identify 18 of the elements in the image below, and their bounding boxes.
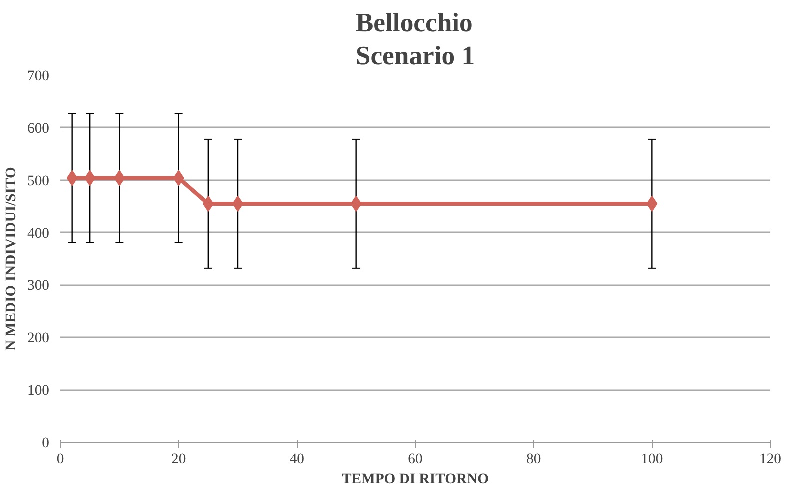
y-tick-label: 0 xyxy=(42,436,50,452)
x-axis-title: TEMPO DI RITORNO xyxy=(342,472,490,488)
x-tick-label: 100 xyxy=(641,452,664,468)
y-tick-label: 200 xyxy=(28,330,50,347)
x-tick-label: 120 xyxy=(760,452,782,468)
y-tick-label: 300 xyxy=(28,278,50,294)
x-tick-label: 40 xyxy=(290,452,304,468)
x-tick-label: 0 xyxy=(56,452,64,468)
chart-title: Bellocchio Scenario 1 xyxy=(356,8,476,70)
y-tick-label: 700 xyxy=(28,68,50,84)
x-tick-label: 20 xyxy=(172,452,186,468)
y-tick-label: 100 xyxy=(28,383,50,400)
x-tick-label: 60 xyxy=(408,452,423,468)
y-axis-title: N MEDIO INDIVIDUI/SITO xyxy=(4,167,20,351)
x-tick-label: 80 xyxy=(526,452,542,468)
y-tick-label: 600 xyxy=(28,120,50,137)
y-tick-label: 400 xyxy=(28,226,50,242)
y-tick-label: 500 xyxy=(28,173,50,190)
